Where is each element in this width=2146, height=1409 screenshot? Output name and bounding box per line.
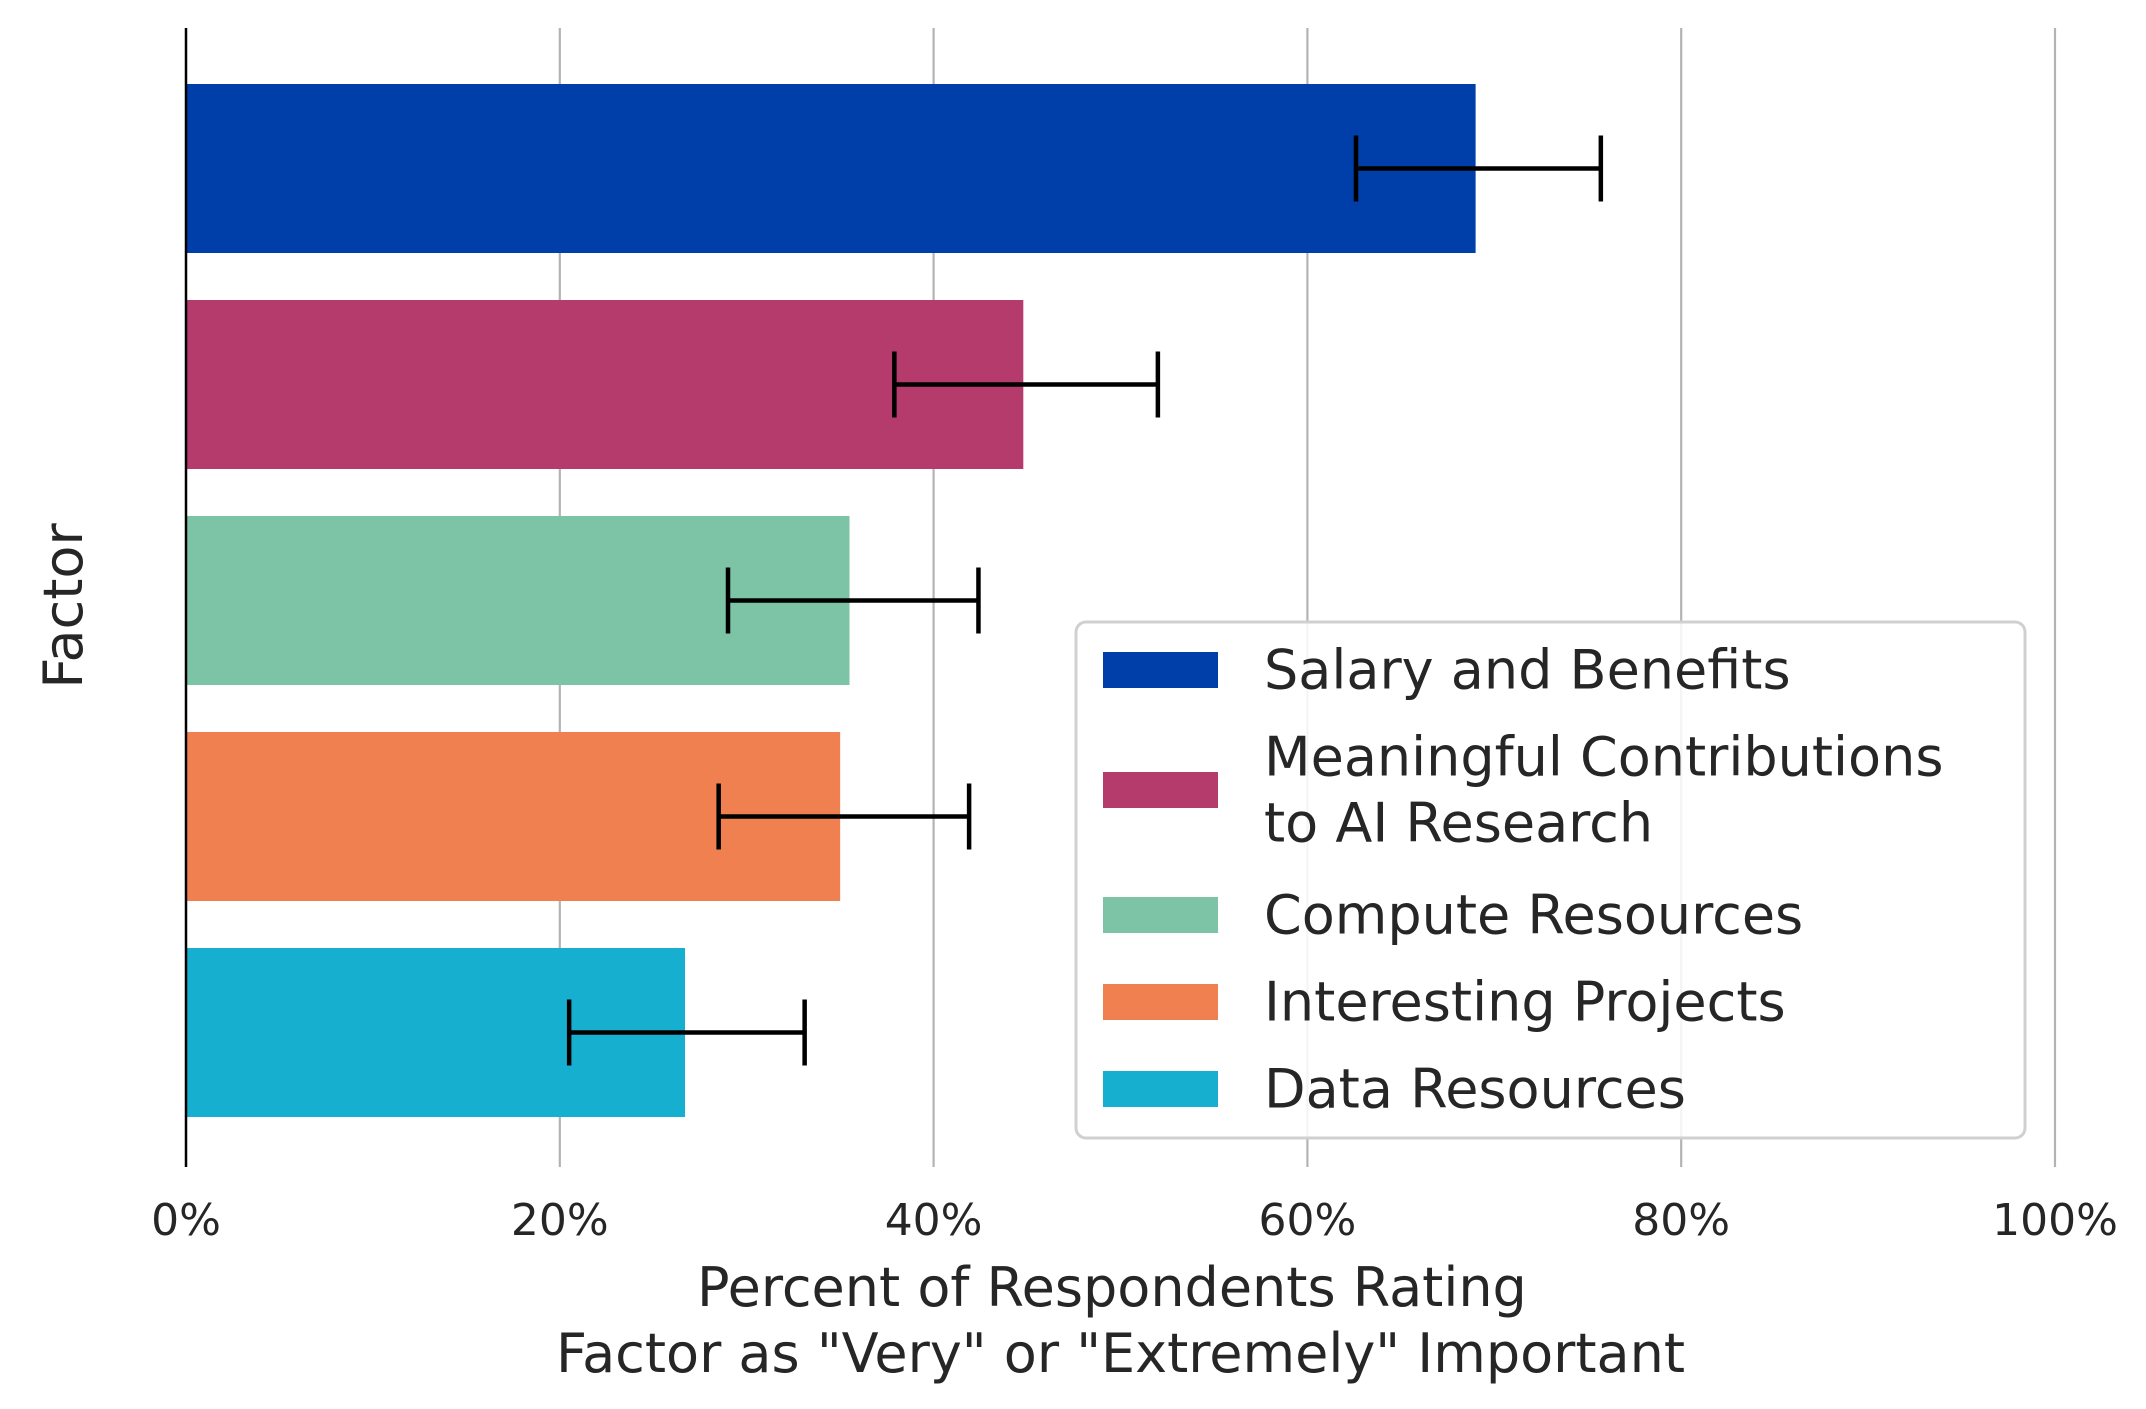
legend-swatch — [1103, 984, 1218, 1020]
legend-label-line: Salary and Benefits — [1264, 639, 1791, 702]
legend-label-line: Data Resources — [1264, 1058, 1686, 1121]
x-axis-title-line-2: Factor as "Very" or "Extremely" Importan… — [556, 1322, 1685, 1385]
x-tick-label-40: 40% — [885, 1195, 983, 1246]
x-tick-label-60: 60% — [1259, 1195, 1357, 1246]
x-tick-labels: 0% 20% 40% 60% 80% 100% — [151, 1195, 2118, 1246]
legend: Salary and Benefits Meaningful Contributi… — [1074, 620, 2027, 1140]
legend-swatch — [1103, 652, 1218, 688]
bar-meaningful-contributions-to-ai-research — [186, 300, 1024, 469]
legend-item-salary-and-benefits: Salary and Benefits — [1103, 639, 1791, 702]
x-axis-title: Percent of Respondents Rating Factor as … — [556, 1256, 1685, 1385]
error-bars — [566, 135, 1604, 1066]
error-bar-data-resources — [566, 999, 807, 1066]
legend-item-data-resources: Data Resources — [1103, 1058, 1686, 1121]
legend-swatch — [1103, 897, 1218, 933]
y-axis-title: Factor — [32, 523, 95, 689]
x-tick-label-20: 20% — [511, 1195, 609, 1246]
legend-label-line: Interesting Projects — [1264, 971, 1786, 1034]
error-bar-interesting-projects — [716, 783, 972, 850]
legend-frame — [1074, 620, 2027, 1140]
x-tick-label-0: 0% — [151, 1195, 221, 1246]
legend-label-line: Compute Resources — [1264, 884, 1803, 947]
legend-item-interesting-projects: Interesting Projects — [1103, 971, 1786, 1034]
legend-label-line: to AI Research — [1264, 792, 1653, 855]
legend-items: Salary and Benefits Meaningful Contributi… — [1103, 639, 1943, 1121]
error-bar-salary-and-benefits — [1353, 135, 1604, 202]
bar-salary-and-benefits — [186, 84, 1476, 253]
error-bar-compute-resources — [725, 567, 981, 634]
x-tick-label-100: 100% — [1992, 1195, 2118, 1246]
error-bar-meaningful-contributions-to-ai-research — [892, 351, 1161, 418]
legend-label-line: Meaningful Contributions — [1264, 726, 1943, 789]
x-tick-label-80: 80% — [1632, 1195, 1730, 1246]
x-axis-title-line-1: Percent of Respondents Rating — [697, 1256, 1527, 1319]
legend-item-compute-resources: Compute Resources — [1103, 884, 1803, 947]
legend-swatch — [1103, 772, 1218, 808]
legend-swatch — [1103, 1071, 1218, 1107]
